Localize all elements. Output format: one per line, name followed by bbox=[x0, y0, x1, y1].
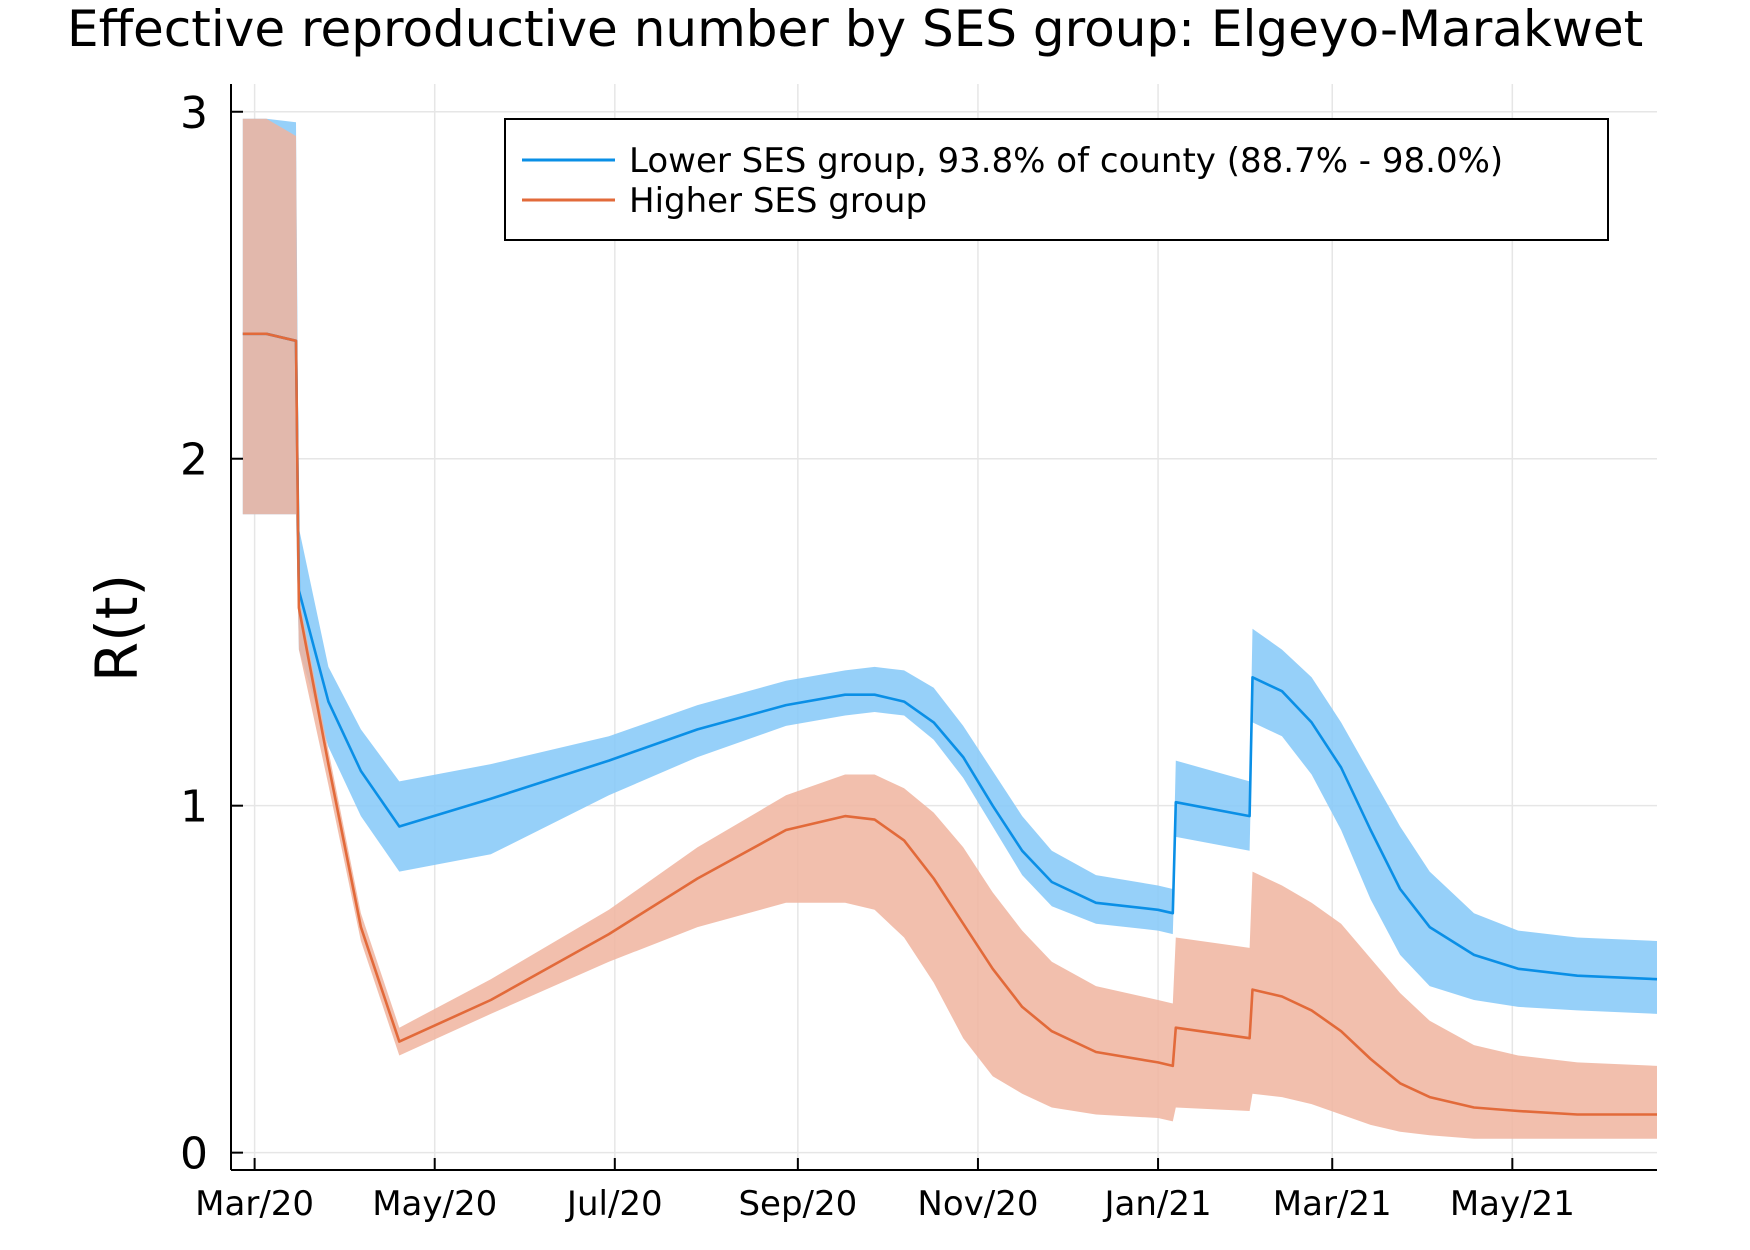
legend-box bbox=[504, 118, 1609, 241]
x-tick-label: May/20 bbox=[372, 1184, 497, 1224]
series-band-1 bbox=[242, 118, 1657, 1139]
bands bbox=[242, 118, 1657, 1139]
x-tick-label: Mar/20 bbox=[195, 1184, 314, 1224]
x-tick-label: Jul/20 bbox=[565, 1184, 663, 1224]
grid bbox=[231, 84, 1657, 1170]
x-tick-label: Sep/20 bbox=[738, 1184, 857, 1224]
series-band-0 bbox=[242, 118, 1657, 1014]
x-tick-label: Nov/20 bbox=[917, 1184, 1038, 1224]
series-line-0 bbox=[242, 332, 1658, 981]
axes bbox=[230, 84, 1657, 1171]
y-tick-label: 2 bbox=[180, 435, 208, 486]
x-tick-label: May/21 bbox=[1450, 1184, 1575, 1224]
y-tick-labels: 0 1 2 3 bbox=[180, 88, 208, 1180]
y-axis-label: R(t) bbox=[83, 574, 151, 682]
y-tick-label: 1 bbox=[180, 782, 208, 833]
series-line-1 bbox=[242, 332, 1657, 1116]
x-tick-label: Mar/21 bbox=[1273, 1184, 1392, 1224]
legend-label-lower-ses: Lower SES group, 93.8% of county (88.7% … bbox=[629, 141, 1503, 181]
legend-label-higher-ses: Higher SES group bbox=[629, 181, 927, 221]
x-tick-label: Jan/21 bbox=[1102, 1184, 1211, 1224]
y-tick-label: 3 bbox=[180, 88, 208, 139]
chart-title: Effective reproductive number by SES gro… bbox=[67, 0, 1643, 58]
lines bbox=[242, 332, 1658, 1116]
legend: Lower SES group, 93.8% of county (88.7% … bbox=[504, 118, 1609, 241]
y-tick-label: 0 bbox=[180, 1129, 208, 1180]
x-tick-labels: Mar/20 May/20 Jul/20 Sep/20 Nov/20 Jan/21 Mar/… bbox=[195, 1184, 1575, 1224]
